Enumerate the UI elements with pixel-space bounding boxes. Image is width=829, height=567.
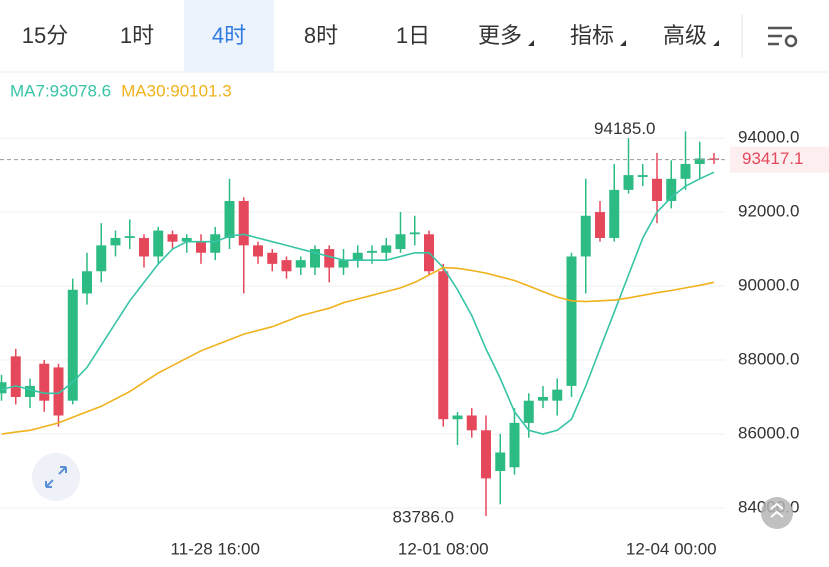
candle-body [352,252,363,261]
tab-label: 4时 [212,23,246,48]
candle-body [538,397,548,401]
candle-body [295,260,306,268]
tab-label: 1时 [120,23,154,48]
candle-body [124,236,135,238]
tab[interactable]: 更多 [478,23,534,48]
y-tick-label: 90000.0 [738,276,799,295]
candle-body [25,385,35,398]
current-price-label: 93417.1 [742,149,803,168]
candle-body [495,452,506,471]
collapse-button[interactable] [761,497,793,529]
tab-label: 8时 [304,23,338,48]
candle-body [281,260,292,272]
candle-body [253,245,263,257]
candle-body [395,234,406,250]
candle-body [609,189,620,238]
candle-body [153,230,164,257]
tab-label: 1日 [396,23,430,48]
legend-entry: MA30:90101.3 [121,81,232,100]
candle-body [224,200,235,238]
candle-body [481,430,491,479]
tab-highlight [184,0,274,72]
candle-body [167,234,178,242]
expand-glyph [45,466,67,488]
candle-body [10,356,21,398]
candle-body [666,178,677,201]
tab-label: 更多 [478,23,522,48]
candle-body [82,271,92,294]
tab[interactable]: 1日 [396,23,430,48]
tab-label: 高级 [663,23,707,48]
extreme-label: 94185.0 [594,119,655,138]
candle-body [310,249,320,268]
candle-body [438,271,449,420]
legend-entry: MA7:93078.6 [10,81,111,100]
candle-body [0,382,7,394]
candle-body [566,256,577,386]
settings-icon[interactable] [768,26,798,48]
candle-body [623,175,634,190]
extreme-label: 83786.0 [393,507,454,526]
candle-body [338,260,349,268]
candle-body [196,241,206,253]
candle-body [67,289,78,401]
dropdown-caret [620,40,626,46]
candle-body [324,249,335,268]
current-price-box [730,146,829,173]
tab[interactable]: 指标 [570,23,626,48]
y-tick-label: 92000.0 [738,202,799,221]
candle-body [409,232,420,235]
candle-body [466,415,477,431]
tab[interactable]: 15分 [22,23,68,48]
tab-label: 指标 [570,23,614,48]
candle-body [381,245,392,253]
candle-body [595,212,605,238]
tab[interactable]: 8时 [304,23,338,48]
tab[interactable]: 1时 [120,23,154,48]
candle-body [110,237,121,246]
y-tick-label: 94000.0 [738,128,799,147]
y-tick-label: 88000.0 [738,350,799,369]
collapse-glyph [770,502,784,518]
x-tick-label: 12-01 08:00 [398,539,489,558]
y-tick-label: 86000.0 [738,423,799,442]
dropdown-caret [528,40,534,46]
ma-line [1,266,715,435]
candle-body [680,163,691,179]
tab-label: 15分 [22,23,68,48]
candle-body [53,367,64,416]
chart: 84000.086000.088000.090000.092000.094000… [0,81,829,558]
candle-body [452,415,463,420]
candle-body [96,245,107,272]
expand-button[interactable] [32,453,80,501]
candle-body [367,250,377,253]
tab[interactable]: 高级 [663,23,719,48]
x-tick-label: 11-28 16:00 [171,539,260,558]
candle-body [210,234,221,253]
candle-body [523,400,534,423]
candle-body [139,237,149,257]
candle-body [509,422,520,468]
tab[interactable]: 4时 [184,0,274,72]
candle-body [652,178,662,201]
candle-body [181,237,192,242]
candle-body [552,389,563,401]
tab-bar: 15分 1时 4时 8时 1日 更多 指标 高级 [22,0,719,72]
candle-body [580,215,591,257]
ma-line [1,171,715,435]
candle-body [637,175,648,177]
candle-body [267,252,278,264]
x-tick-label: 12-04 00:00 [626,539,717,558]
dropdown-caret [713,40,719,46]
candle-body [238,200,249,246]
button-bg [32,453,80,501]
candle-body [39,363,50,401]
icon-gear [784,34,798,48]
candle-body [694,158,705,164]
